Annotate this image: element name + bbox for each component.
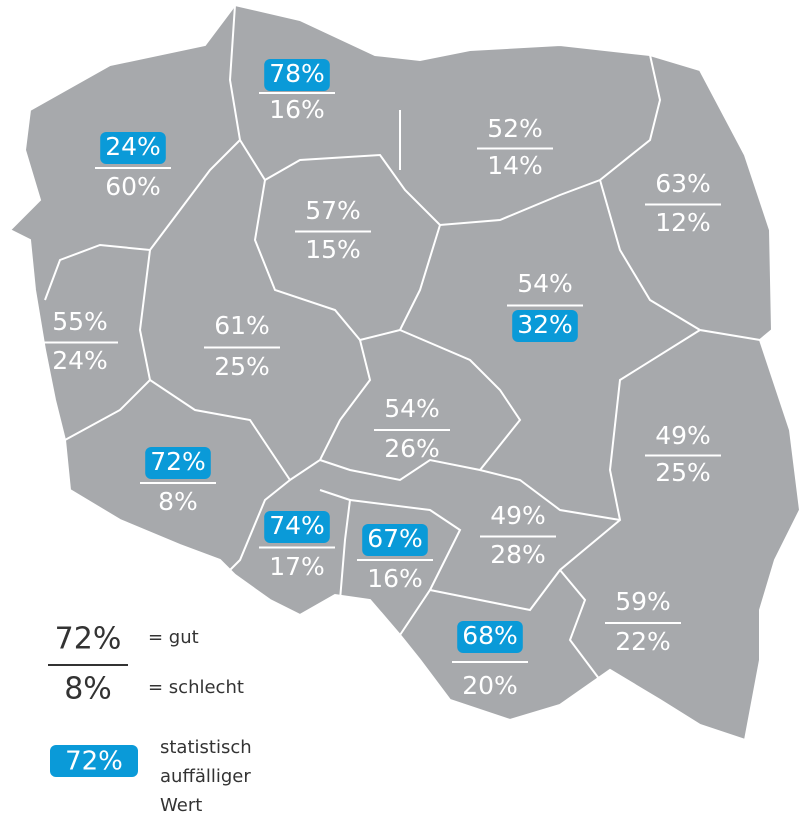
value-good: 55% bbox=[52, 307, 108, 336]
legend-bad-label: = schlecht bbox=[148, 677, 244, 698]
border bbox=[319, 489, 352, 601]
country bbox=[8, 3, 802, 742]
value-good: 68% bbox=[462, 621, 518, 650]
value-bad: 28% bbox=[490, 540, 546, 569]
border bbox=[253, 179, 441, 342]
value-bad: 14% bbox=[487, 151, 543, 180]
border bbox=[559, 569, 601, 681]
value-good: 74% bbox=[269, 511, 325, 540]
legend-highlight-sample: 72% bbox=[65, 747, 123, 777]
value-good: 61% bbox=[214, 311, 270, 340]
value-good: 67% bbox=[367, 524, 423, 553]
border bbox=[149, 339, 372, 482]
value-bad: 16% bbox=[269, 95, 325, 124]
legend-good-sample: 72% bbox=[55, 622, 122, 657]
value-good: 52% bbox=[487, 114, 543, 143]
value-bad: 8% bbox=[158, 487, 198, 516]
legend-bad-sample: 8% bbox=[64, 672, 112, 707]
value-bad: 16% bbox=[367, 564, 423, 593]
border bbox=[399, 329, 701, 636]
highlight-badge bbox=[264, 59, 330, 91]
value-bad: 22% bbox=[615, 627, 671, 656]
value-good: 63% bbox=[655, 169, 711, 198]
value-bad: 15% bbox=[305, 235, 361, 264]
value-good: 49% bbox=[655, 421, 711, 450]
value-bad: 17% bbox=[269, 552, 325, 581]
value-bad: 25% bbox=[214, 352, 270, 381]
region-borders bbox=[44, 4, 761, 681]
country-outline bbox=[8, 3, 802, 742]
border bbox=[479, 469, 621, 521]
value-bad: 12% bbox=[655, 208, 711, 237]
value-good: 78% bbox=[269, 59, 325, 88]
highlight-badge bbox=[457, 621, 523, 653]
legend-good-label: = gut bbox=[148, 627, 199, 648]
value-bad: 32% bbox=[517, 310, 573, 339]
highlight-badge bbox=[362, 524, 428, 556]
border bbox=[599, 179, 761, 341]
value-good: 54% bbox=[384, 394, 440, 423]
value-good: 54% bbox=[517, 269, 573, 298]
value-bad: 24% bbox=[52, 346, 108, 375]
value-bad: 60% bbox=[105, 172, 161, 201]
value-good: 57% bbox=[305, 196, 361, 225]
border bbox=[44, 4, 242, 301]
border bbox=[349, 499, 462, 591]
highlight-badge bbox=[512, 310, 578, 342]
highlight-badge bbox=[100, 132, 166, 164]
legend-highlight-label: auffälliger bbox=[160, 766, 251, 787]
border bbox=[229, 479, 291, 571]
highlight-badge bbox=[145, 447, 211, 479]
legend-highlight-label: Wert bbox=[160, 795, 202, 816]
highlight-badge bbox=[264, 511, 330, 543]
value-bad: 20% bbox=[462, 671, 518, 700]
value-bad: 26% bbox=[384, 434, 440, 463]
legend-highlight-badge bbox=[50, 745, 138, 777]
value-good: 59% bbox=[615, 587, 671, 616]
value-good: 72% bbox=[150, 447, 206, 476]
value-good: 24% bbox=[105, 132, 161, 161]
value-good: 49% bbox=[490, 501, 546, 530]
legend: 72% 8% = gut = schlecht 72% statistisch … bbox=[48, 622, 252, 816]
value-bad: 25% bbox=[655, 458, 711, 487]
legend-highlight-label: statistisch bbox=[160, 737, 252, 758]
border bbox=[239, 54, 662, 227]
